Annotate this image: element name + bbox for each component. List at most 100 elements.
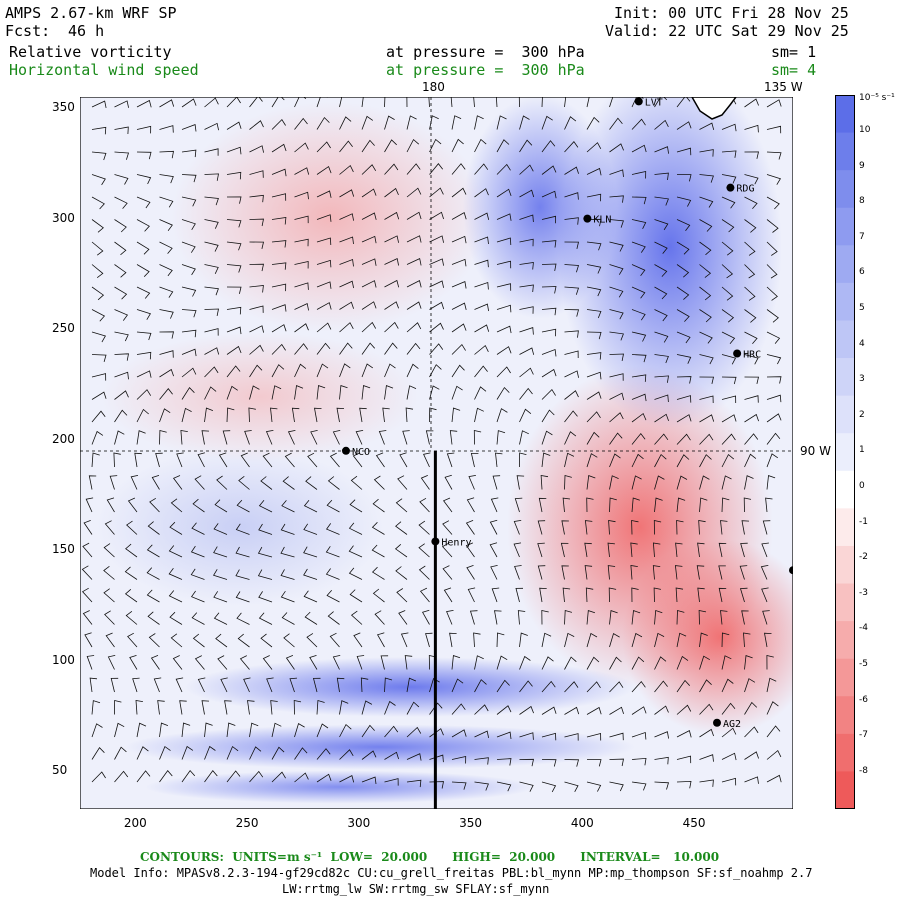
wind-barb bbox=[350, 475, 363, 490]
wind-barb bbox=[226, 407, 235, 423]
wind-barb bbox=[247, 700, 255, 715]
wind-barb bbox=[609, 432, 623, 445]
wind-barb bbox=[496, 386, 510, 400]
wind-barb bbox=[675, 587, 684, 603]
wind-barb bbox=[374, 610, 385, 625]
station[interactable] bbox=[789, 566, 793, 575]
station[interactable]: RDG bbox=[726, 183, 754, 195]
wind-barb bbox=[159, 368, 174, 378]
wind-barb bbox=[419, 587, 430, 603]
wind-barb bbox=[157, 700, 165, 715]
wind-barb bbox=[586, 610, 596, 625]
wind-barb bbox=[541, 680, 556, 693]
wind-barb bbox=[136, 241, 150, 255]
wind-barb bbox=[294, 142, 309, 153]
wind-barb bbox=[561, 565, 569, 580]
wind-barb bbox=[294, 117, 308, 130]
station[interactable]: LVT bbox=[634, 97, 663, 108]
wind-barb bbox=[395, 566, 408, 580]
wind-barb bbox=[114, 196, 128, 209]
station[interactable]: NCO bbox=[341, 446, 370, 458]
wind-barb bbox=[766, 174, 782, 185]
wind-barb bbox=[271, 97, 285, 108]
wind-barb bbox=[584, 565, 593, 580]
colorbar-label: 3 bbox=[859, 374, 865, 385]
wind-barb bbox=[609, 286, 624, 298]
wind-barb bbox=[699, 728, 714, 738]
station[interactable]: KLN bbox=[583, 214, 611, 226]
wind-barb bbox=[541, 240, 557, 248]
station[interactable]: Henry bbox=[431, 537, 471, 548]
wind-barb bbox=[676, 147, 692, 156]
wind-barb bbox=[764, 632, 772, 648]
wind-barb bbox=[653, 520, 662, 535]
wind-barb bbox=[235, 591, 250, 603]
wind-barb bbox=[159, 241, 173, 254]
wind-barb bbox=[585, 587, 594, 603]
wind-barb bbox=[382, 407, 390, 423]
wind-barb bbox=[361, 258, 377, 266]
wind-barb bbox=[564, 733, 579, 741]
wind-barb bbox=[406, 115, 417, 130]
wind-barb bbox=[586, 632, 598, 648]
wind-barb bbox=[609, 453, 621, 468]
wind-barb bbox=[676, 395, 692, 403]
wind-barb bbox=[766, 309, 779, 323]
colorbar-label: -8 bbox=[859, 765, 868, 776]
wind-barb bbox=[204, 97, 219, 108]
wind-barb bbox=[114, 174, 129, 185]
wind-barb bbox=[496, 758, 512, 766]
wind-barb bbox=[631, 632, 643, 648]
wind-barb bbox=[371, 522, 385, 535]
wind-barb bbox=[489, 519, 498, 535]
wind-barb bbox=[91, 354, 107, 363]
wind-barb bbox=[104, 520, 115, 535]
wind-barb bbox=[489, 542, 498, 558]
wind-barb bbox=[303, 546, 318, 558]
wind-barb bbox=[721, 453, 735, 468]
wind-barb bbox=[136, 174, 152, 185]
wind-barb bbox=[654, 609, 663, 625]
wind-barb bbox=[249, 170, 264, 178]
wind-barb bbox=[327, 611, 340, 625]
station[interactable]: AG2 bbox=[713, 718, 741, 730]
wind-barb bbox=[91, 700, 101, 715]
wind-barb bbox=[316, 342, 331, 355]
map-plot[interactable]: LVT RDG KLN HRC NCO Henry AG2 bbox=[80, 97, 793, 809]
wind-barb bbox=[226, 196, 242, 204]
wind-barb bbox=[226, 745, 239, 760]
wind-barb bbox=[361, 235, 377, 244]
wind-barb bbox=[586, 218, 602, 227]
wind-barb bbox=[654, 172, 669, 181]
wind-barb bbox=[153, 677, 162, 693]
station-label: RDG bbox=[736, 184, 754, 195]
wind-barb bbox=[495, 97, 498, 108]
wind-barb bbox=[136, 370, 152, 378]
wind-barb bbox=[425, 430, 434, 445]
colorbar-segment bbox=[835, 170, 855, 209]
wind-barb bbox=[496, 781, 512, 792]
wind-barb bbox=[652, 565, 661, 580]
station-label: AG2 bbox=[723, 719, 741, 730]
wind-barb bbox=[699, 331, 713, 344]
wind-barb bbox=[114, 699, 122, 715]
wind-barb bbox=[496, 731, 512, 740]
wind-barb bbox=[450, 97, 453, 108]
wind-barb bbox=[676, 97, 691, 108]
wind-barb bbox=[226, 171, 242, 180]
colorbar-segment bbox=[835, 95, 855, 134]
wind-barb bbox=[496, 408, 508, 423]
wind-barb bbox=[744, 219, 757, 233]
wind-barb bbox=[541, 430, 553, 445]
wind-barb bbox=[519, 430, 529, 445]
wind-barb bbox=[226, 264, 242, 273]
station[interactable]: HRC bbox=[733, 349, 761, 360]
wind-barb bbox=[105, 632, 115, 648]
wind-barb bbox=[654, 731, 669, 739]
wind-barb bbox=[181, 329, 197, 338]
wind-barb bbox=[744, 98, 759, 108]
wind-barb bbox=[654, 196, 669, 206]
wind-barb bbox=[631, 354, 647, 363]
wind-barb bbox=[339, 700, 349, 715]
wind-barb bbox=[237, 633, 250, 648]
